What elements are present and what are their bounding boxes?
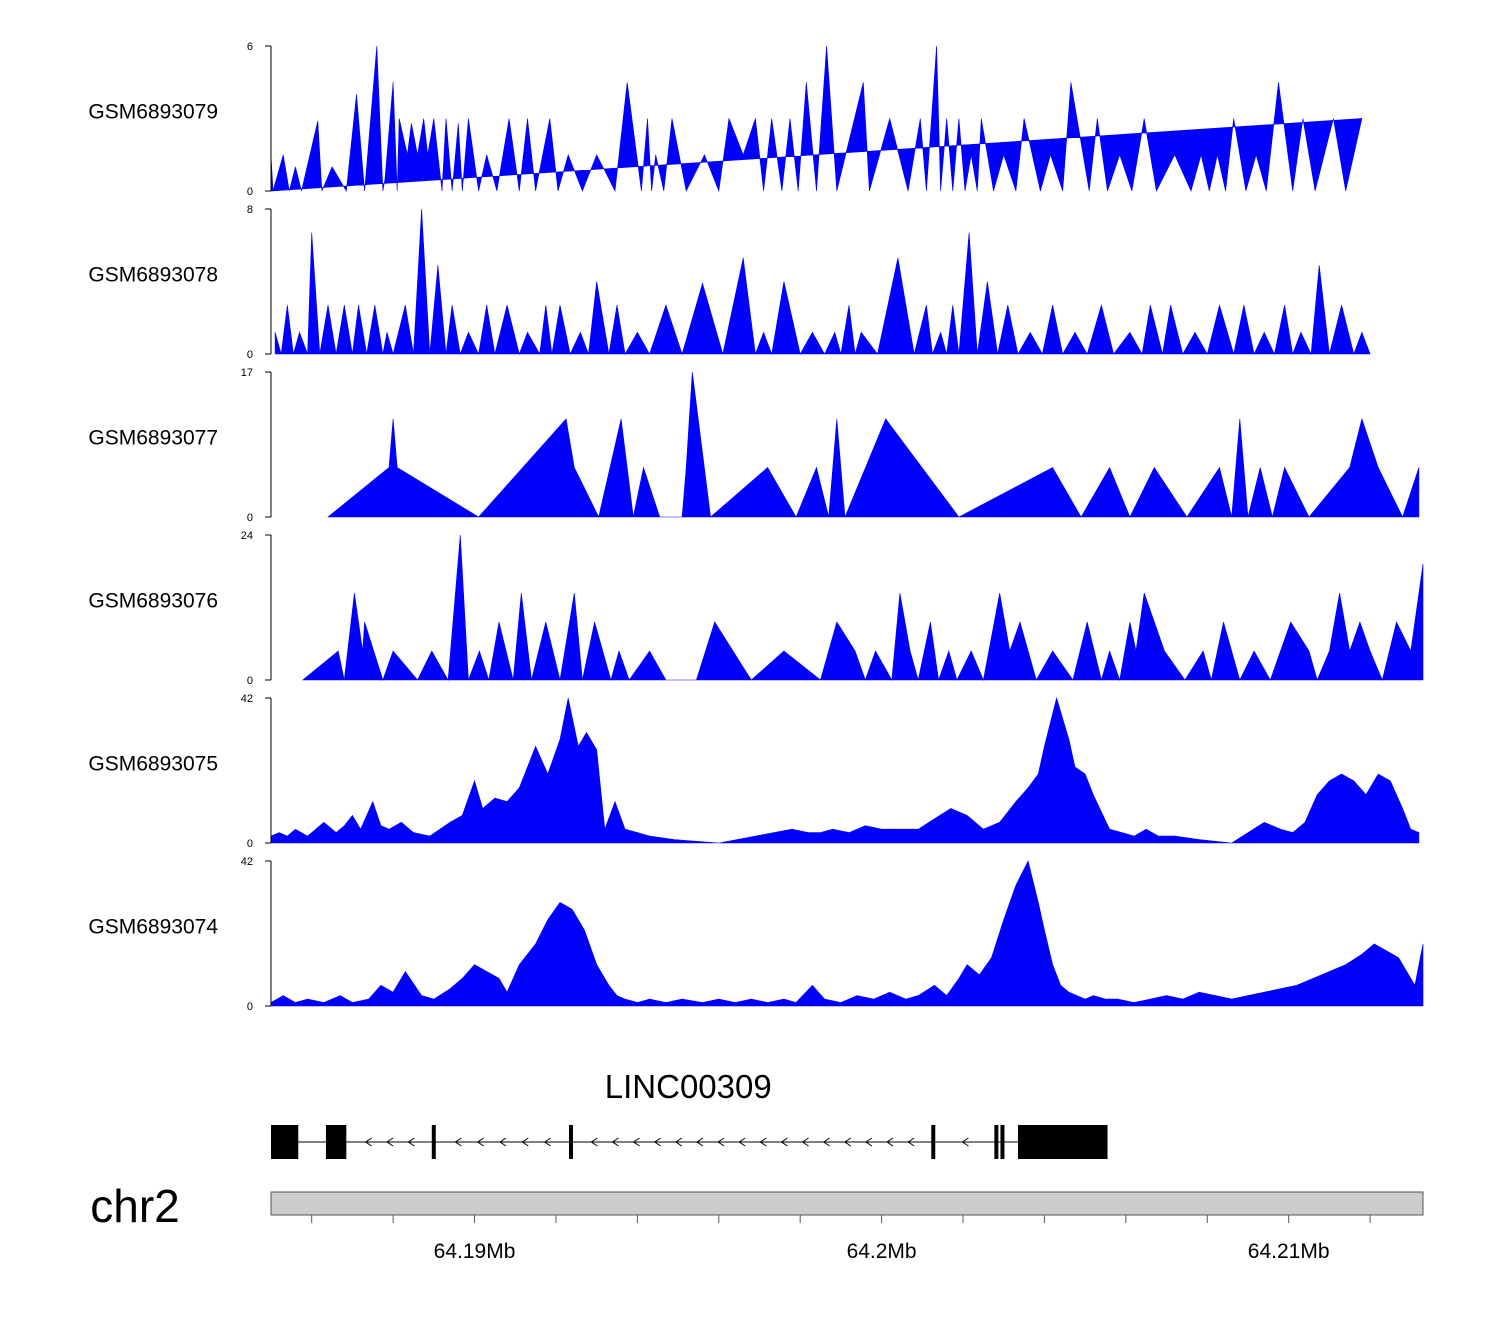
- track-GSM6893078: 8 0 GSM6893078: [88, 204, 1371, 361]
- track-GSM6893077: 17 0 GSM6893077: [88, 367, 1420, 524]
- coverage-area: [301, 534, 1424, 682]
- strand-chevron: [843, 1137, 852, 1147]
- track-GSM6893079: 6 0 GSM6893079: [88, 41, 1363, 198]
- track-label: GSM6893077: [88, 427, 218, 450]
- coverage-area: [327, 371, 1420, 518]
- strand-chevron: [907, 1137, 915, 1147]
- genome-axis-track: chr2 64.19Mb 64.2Mb 64.21Mb: [90, 1180, 1424, 1263]
- coverage-area: [270, 45, 1363, 193]
- axis-tick-label: 64.21Mb: [1248, 1240, 1330, 1263]
- y-tick-label-max: 24: [241, 530, 253, 542]
- exon-block: [1000, 1125, 1005, 1159]
- strand-chevron: [717, 1137, 725, 1147]
- exon-block: [1017, 1125, 1108, 1159]
- axis-tick-label: 64.19Mb: [434, 1240, 516, 1263]
- strand-chevron: [780, 1137, 788, 1147]
- y-tick-label-max: 8: [247, 204, 253, 216]
- coverage-area: [274, 208, 1371, 356]
- y-tick-label-min: 0: [247, 186, 253, 198]
- chromosome-label: chr2: [90, 1180, 179, 1232]
- chromosome-bar: [270, 1191, 1424, 1216]
- track-label: GSM6893074: [88, 916, 218, 939]
- strand-chevron: [476, 1137, 484, 1147]
- exon-block: [271, 1125, 299, 1159]
- y-tick-label-min: 0: [247, 675, 253, 687]
- strand-chevron: [696, 1137, 704, 1147]
- track-GSM6893074: 42 0 GSM6893074: [88, 856, 1424, 1013]
- track-label: GSM6893078: [88, 264, 218, 287]
- strand-chevron: [590, 1137, 598, 1147]
- track-label: GSM6893079: [88, 101, 218, 124]
- coverage-area: [270, 696, 1420, 844]
- track-GSM6893075: 42 0 GSM6893075: [88, 693, 1420, 850]
- strand-chevron: [543, 1137, 551, 1147]
- strand-chevron: [454, 1137, 462, 1147]
- y-tick-label-min: 0: [247, 512, 253, 524]
- y-tick-label-max: 6: [247, 41, 253, 53]
- strand-chevron: [364, 1137, 372, 1147]
- track-label: GSM6893075: [88, 753, 218, 776]
- strand-chevron: [499, 1137, 507, 1147]
- gene-model-track: LINC00309: [271, 1068, 1108, 1159]
- strand-chevron: [653, 1137, 661, 1147]
- strand-chevron: [822, 1137, 830, 1147]
- exon-block: [568, 1125, 573, 1159]
- y-tick-label-min: 0: [247, 838, 253, 850]
- exon-block: [431, 1125, 436, 1159]
- strand-chevron: [759, 1137, 767, 1147]
- axis-tick-label: 64.2Mb: [847, 1240, 917, 1263]
- strand-chevron: [738, 1137, 746, 1147]
- strand-chevron: [886, 1137, 894, 1147]
- y-tick-label-max: 17: [241, 367, 253, 379]
- y-tick-label-min: 0: [247, 349, 253, 361]
- strand-chevron: [611, 1137, 619, 1147]
- exon-block: [931, 1125, 936, 1159]
- y-tick-label-max: 42: [241, 693, 253, 705]
- exon-block: [994, 1125, 999, 1159]
- strand-chevron: [801, 1137, 809, 1147]
- y-tick-label-max: 42: [241, 856, 253, 868]
- strand-chevron: [632, 1137, 640, 1147]
- strand-chevron: [386, 1137, 394, 1147]
- strand-chevron: [674, 1137, 683, 1147]
- exon-block: [325, 1125, 347, 1159]
- gene-name-label: LINC00309: [605, 1068, 772, 1105]
- track-label: GSM6893076: [88, 590, 218, 613]
- strand-chevron: [961, 1137, 969, 1147]
- strand-chevron: [407, 1137, 415, 1147]
- track-GSM6893076: 24 0 GSM6893076: [88, 530, 1424, 687]
- coverage-tracks: 6 0 GSM6893079 8 0 GSM6893078 17 0 GSM6893077 24 0…: [88, 41, 1424, 1013]
- coverage-area: [270, 860, 1424, 1007]
- strand-chevron: [521, 1137, 529, 1147]
- y-tick-label-min: 0: [247, 1001, 253, 1013]
- strand-chevron: [865, 1137, 873, 1147]
